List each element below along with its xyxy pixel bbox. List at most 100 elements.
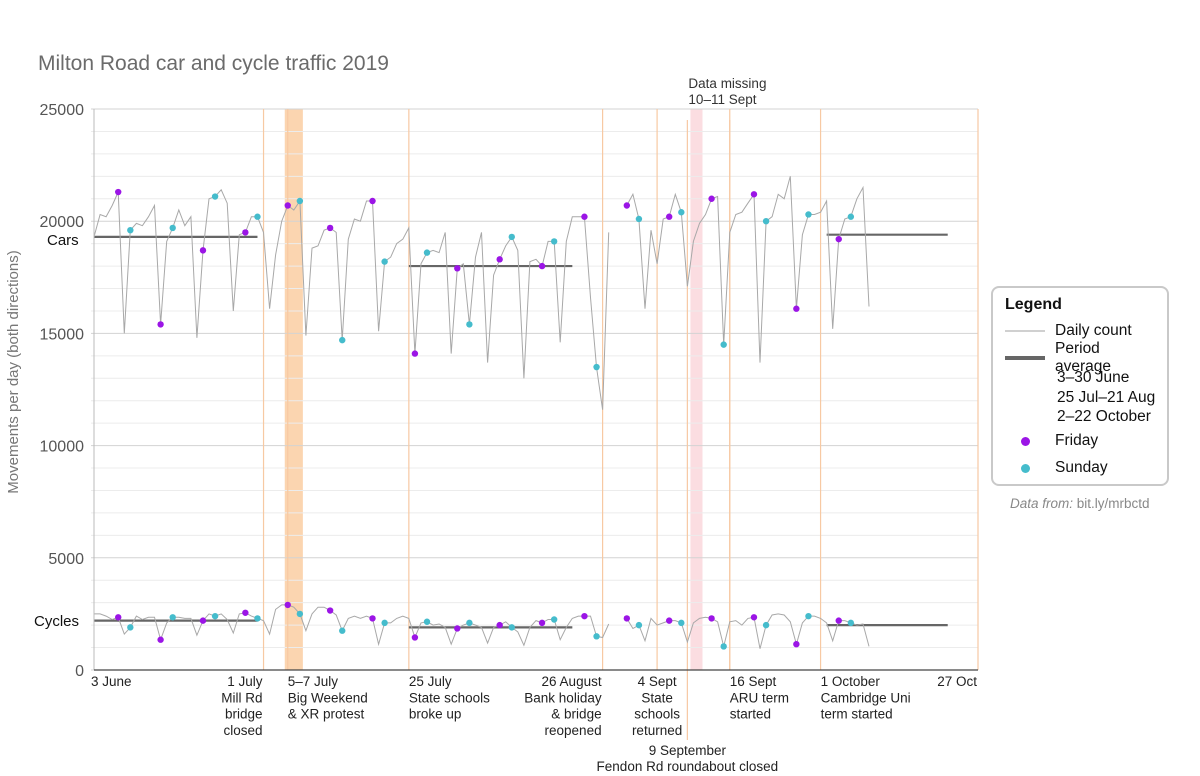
cars-friday-point	[835, 235, 842, 243]
event-annotation-line: returned	[632, 723, 682, 738]
cycles-sunday-point	[550, 616, 558, 623]
cycles-friday-point	[199, 617, 207, 624]
event-annotation-line: broke up	[409, 707, 462, 722]
event-annotation-line: 5–7 July	[288, 674, 339, 689]
average-line-swatch	[1005, 355, 1045, 360]
cars-sunday-point	[381, 258, 388, 265]
cycles-sunday-point	[678, 619, 685, 627]
gridlines	[91, 108, 978, 671]
cycles-sunday-point	[296, 610, 304, 618]
cars-sunday-point	[466, 321, 473, 328]
cars-sunday-point	[678, 209, 685, 216]
y-tick-label: 20000	[40, 214, 85, 231]
event-annotation-line: closed	[224, 723, 263, 738]
cars-line	[93, 188, 610, 410]
cars-friday-point	[411, 350, 419, 357]
cars-series-label: Cars	[47, 232, 79, 249]
cycles-friday-point	[115, 614, 122, 621]
cars-sunday-point	[593, 363, 600, 371]
cycles-friday-point	[411, 634, 419, 641]
legend-daily-label: Daily count	[1055, 321, 1132, 339]
cars-friday-point	[369, 197, 376, 205]
cars-sunday-point	[169, 224, 176, 232]
event-annotation-line: Mill Rd	[221, 690, 262, 705]
event-annotation-line: ARU term	[730, 690, 789, 705]
sunday-dot-swatch	[1020, 463, 1030, 473]
cycles-friday-point	[750, 614, 758, 621]
event-annotation-line: 27 Oct	[937, 674, 977, 689]
y-tick-label: 10000	[40, 439, 85, 456]
cars-sunday-point	[423, 249, 431, 256]
cars-friday-point	[284, 202, 291, 209]
source-link[interactable]: bit.ly/mrbctd	[1076, 496, 1150, 511]
cycles-sunday-point	[847, 619, 855, 627]
cycles-friday-point	[454, 625, 461, 632]
event-annotation-line: Big Weekend	[288, 690, 368, 705]
cars-sunday-point	[635, 215, 643, 223]
event-annotation-line: 4 Sept	[638, 674, 677, 689]
legend: Legend Daily count Period average 3–30 J…	[991, 286, 1169, 486]
legend-period-1: 3–30 June	[1057, 369, 1130, 386]
cars-friday-point	[199, 247, 207, 254]
cycles-sunday-point	[254, 615, 261, 622]
y-axis-label: Movements per day (both directions)	[5, 250, 22, 493]
cycles-friday-point	[793, 640, 800, 648]
event-annotation-line: started	[730, 707, 771, 722]
legend-item-average: Period average	[1005, 340, 1157, 375]
event-annotation-line: 1 July	[227, 674, 263, 689]
cycles-sunday-point	[635, 621, 643, 629]
highlight-band-1	[690, 109, 703, 670]
cars-friday-point	[623, 202, 631, 209]
missing-annotation-line: 10–11 Sept	[688, 92, 756, 107]
cycles-sunday-point	[381, 619, 388, 627]
legend-sunday-label: Sunday	[1055, 459, 1108, 476]
cycles-sunday-point	[211, 612, 219, 620]
cycles-friday-point	[835, 617, 842, 624]
daily-lines	[93, 176, 870, 649]
cycles-sunday-point	[762, 621, 770, 629]
cycles-sunday-point	[466, 619, 473, 627]
cycles-friday-point	[623, 615, 631, 622]
highlight-band-0	[284, 109, 303, 670]
cars-friday-point	[454, 265, 461, 272]
cycles-friday-point	[326, 607, 334, 614]
cars-friday-point	[157, 321, 164, 328]
event-annotation-line: & XR protest	[288, 707, 365, 722]
cars-friday-point	[750, 191, 758, 198]
cars-sunday-point	[127, 226, 134, 234]
cars-friday-point	[793, 305, 800, 312]
cars-sunday-point	[550, 238, 558, 245]
legend-period-3: 2–22 October	[1057, 408, 1151, 425]
cycles-friday-point	[369, 615, 376, 622]
event-annotation-line: bridge	[225, 707, 263, 722]
cars-sunday-point	[762, 218, 770, 225]
daily-line-swatch	[1005, 329, 1045, 332]
legend-item-friday: Friday	[1005, 431, 1157, 452]
y-tick-label: 5000	[48, 551, 84, 568]
event-annotation-line: State	[641, 690, 673, 705]
cycles-friday-point	[496, 621, 503, 629]
cars-friday-point	[538, 262, 546, 270]
y-tick-label: 15000	[40, 326, 85, 343]
cars-sunday-point	[847, 213, 855, 220]
event-lines	[262, 109, 979, 740]
cycles-friday-point	[242, 609, 249, 616]
source-prefix: Data from:	[1010, 496, 1074, 511]
cars-sunday-point	[339, 336, 346, 344]
cars-friday-point	[496, 256, 503, 263]
event-annotation-line: 1 October	[821, 674, 881, 689]
event-annotation-line: Cambridge Uni	[821, 690, 911, 705]
legend-title: Legend	[1005, 296, 1062, 313]
event-annotation-line: 26 August	[542, 674, 602, 689]
cycles-friday-point	[538, 619, 546, 627]
cars-sunday-point	[254, 213, 261, 220]
cycles-friday-point	[708, 615, 715, 622]
event-annotation-line: reopened	[545, 723, 602, 738]
cycles-sunday-point	[169, 614, 176, 621]
cars-sunday-point	[508, 233, 515, 241]
cycles-line	[626, 613, 870, 649]
cars-sunday-point	[720, 341, 727, 348]
cars-friday-point	[581, 213, 588, 220]
